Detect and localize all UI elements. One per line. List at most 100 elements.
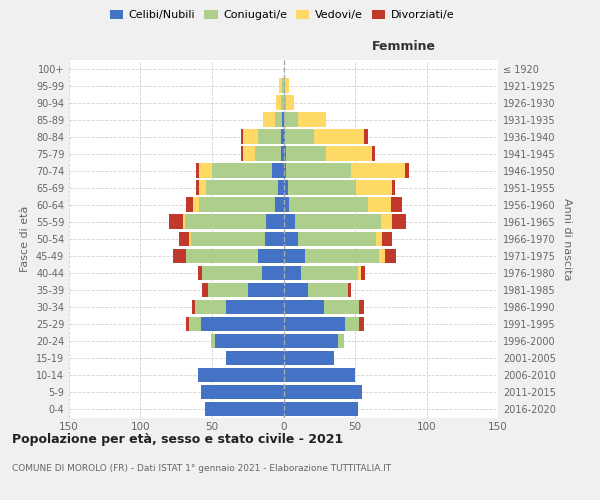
- Bar: [244, 146, 255, 161]
- Bar: [282, 112, 284, 127]
- Bar: [263, 112, 275, 127]
- Bar: [284, 146, 286, 161]
- Bar: [323, 300, 359, 314]
- Bar: [348, 282, 351, 297]
- Bar: [208, 282, 248, 297]
- Bar: [284, 164, 286, 178]
- Bar: [284, 282, 308, 297]
- Bar: [301, 266, 358, 280]
- Bar: [282, 78, 284, 93]
- Bar: [195, 300, 226, 314]
- Bar: [359, 300, 364, 314]
- Bar: [244, 130, 258, 144]
- Bar: [281, 130, 284, 144]
- Bar: [284, 384, 362, 399]
- Bar: [206, 180, 278, 195]
- Bar: [284, 198, 289, 212]
- Bar: [189, 316, 200, 331]
- Bar: [295, 214, 381, 229]
- Bar: [351, 164, 405, 178]
- Bar: [305, 248, 379, 263]
- Bar: [255, 146, 281, 161]
- Y-axis label: Fasce di età: Fasce di età: [20, 206, 30, 272]
- Bar: [186, 248, 258, 263]
- Bar: [179, 232, 189, 246]
- Bar: [198, 266, 202, 280]
- Bar: [266, 214, 284, 229]
- Bar: [364, 130, 368, 144]
- Bar: [191, 232, 265, 246]
- Bar: [248, 282, 284, 297]
- Bar: [184, 214, 185, 229]
- Bar: [368, 198, 391, 212]
- Bar: [241, 130, 244, 144]
- Bar: [284, 78, 285, 93]
- Bar: [381, 214, 392, 229]
- Bar: [211, 334, 215, 348]
- Text: Femmine: Femmine: [371, 40, 436, 53]
- Bar: [405, 164, 409, 178]
- Bar: [358, 266, 361, 280]
- Bar: [392, 214, 406, 229]
- Bar: [284, 214, 295, 229]
- Bar: [361, 266, 365, 280]
- Bar: [284, 112, 298, 127]
- Bar: [286, 164, 351, 178]
- Bar: [345, 316, 359, 331]
- Bar: [173, 248, 186, 263]
- Text: Popolazione per età, sesso e stato civile - 2021: Popolazione per età, sesso e stato civil…: [12, 432, 343, 446]
- Bar: [200, 384, 284, 399]
- Bar: [202, 282, 208, 297]
- Bar: [281, 146, 284, 161]
- Bar: [284, 350, 334, 365]
- Text: COMUNE DI MOROLO (FR) - Dati ISTAT 1° gennaio 2021 - Elaborazione TUTTITALIA.IT: COMUNE DI MOROLO (FR) - Dati ISTAT 1° ge…: [12, 464, 391, 473]
- Bar: [196, 180, 199, 195]
- Bar: [288, 180, 356, 195]
- Bar: [286, 146, 326, 161]
- Bar: [258, 130, 281, 144]
- Bar: [382, 232, 392, 246]
- Bar: [275, 198, 284, 212]
- Bar: [284, 232, 298, 246]
- Bar: [199, 180, 206, 195]
- Bar: [284, 180, 288, 195]
- Bar: [376, 232, 382, 246]
- Bar: [281, 96, 284, 110]
- Bar: [308, 282, 348, 297]
- Bar: [262, 266, 284, 280]
- Bar: [212, 164, 272, 178]
- Bar: [286, 96, 293, 110]
- Bar: [278, 180, 284, 195]
- Bar: [359, 316, 364, 331]
- Bar: [169, 214, 184, 229]
- Bar: [385, 248, 397, 263]
- Bar: [189, 232, 191, 246]
- Bar: [200, 316, 284, 331]
- Bar: [241, 146, 244, 161]
- Bar: [199, 198, 275, 212]
- Bar: [279, 78, 282, 93]
- Bar: [192, 300, 195, 314]
- Bar: [285, 130, 314, 144]
- Bar: [215, 334, 284, 348]
- Bar: [391, 198, 402, 212]
- Bar: [338, 334, 344, 348]
- Bar: [285, 78, 289, 93]
- Bar: [298, 112, 326, 127]
- Bar: [205, 402, 284, 416]
- Bar: [199, 164, 212, 178]
- Bar: [202, 266, 262, 280]
- Bar: [314, 130, 364, 144]
- Bar: [226, 350, 284, 365]
- Bar: [272, 164, 284, 178]
- Bar: [284, 368, 355, 382]
- Bar: [289, 198, 368, 212]
- Bar: [196, 164, 199, 178]
- Bar: [284, 96, 286, 110]
- Bar: [193, 198, 199, 212]
- Bar: [186, 316, 189, 331]
- Bar: [284, 266, 301, 280]
- Bar: [277, 96, 281, 110]
- Bar: [326, 146, 372, 161]
- Bar: [265, 232, 284, 246]
